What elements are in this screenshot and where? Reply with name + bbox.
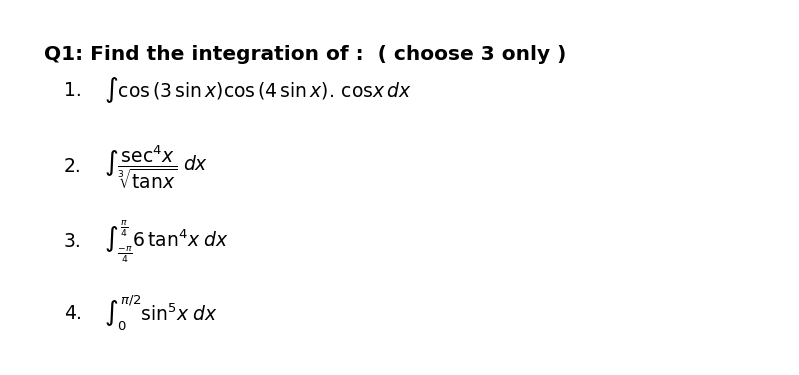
Text: 2.: 2. — [64, 158, 81, 176]
Text: Q1: Find the integration of :  ( choose 3 only ): Q1: Find the integration of : ( choose 3… — [44, 45, 566, 64]
Text: 1.: 1. — [64, 81, 81, 99]
Text: $\int_{0}^{\pi/2} \mathrm{sin}^5 x\;dx$: $\int_{0}^{\pi/2} \mathrm{sin}^5 x\;dx$ — [104, 293, 217, 333]
Text: $\int \dfrac{\mathrm{sec}^4 x}{\sqrt[3]{\mathrm{tan}x}}\; dx$: $\int \dfrac{\mathrm{sec}^4 x}{\sqrt[3]{… — [104, 143, 208, 190]
Text: 3.: 3. — [64, 232, 81, 251]
Text: $\int \mathrm{cos}\,(3\,\mathrm{sin}\,x)\mathrm{cos}\,(4\,\mathrm{sin}\,x).\,\ma: $\int \mathrm{cos}\,(3\,\mathrm{sin}\,x)… — [104, 75, 411, 105]
Text: 4.: 4. — [64, 304, 81, 322]
Text: $\int_{\frac{-\pi}{4}}^{\frac{\pi}{4}} 6\,\mathrm{tan}^4 x\;dx$: $\int_{\frac{-\pi}{4}}^{\frac{\pi}{4}} 6… — [104, 219, 229, 265]
